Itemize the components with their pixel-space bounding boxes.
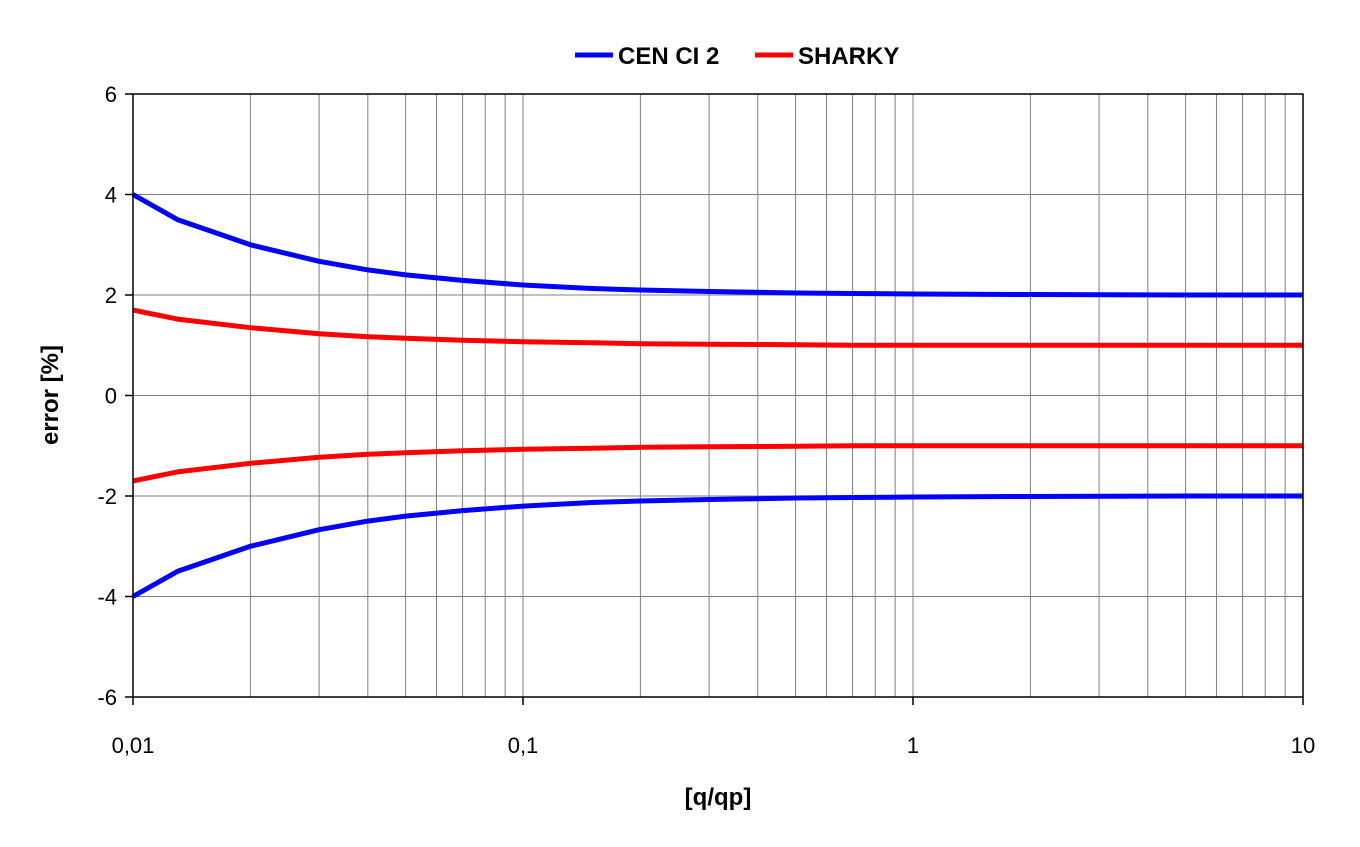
axis-layer: 6 4 2 0 -2 -4 -6 0,01 0,1 1 10: [97, 82, 1315, 758]
series-layer: [131, 192, 1303, 599]
y-tick-label: 0: [105, 384, 117, 409]
x-tick-label: 0,01: [112, 733, 155, 758]
y-tick-label: 4: [105, 183, 117, 208]
series-line-cen-ci-2-lower: [131, 493, 1303, 599]
y-axis-title: error [%]: [37, 345, 64, 445]
series-line-cen-ci-2-upper: [131, 192, 1303, 298]
x-tick-label: 0,1: [508, 733, 539, 758]
series-line-sharky-upper: [132, 307, 1303, 348]
grid-layer: [133, 94, 1303, 697]
y-tick-label: -4: [97, 585, 117, 610]
y-tick-label: 6: [105, 82, 117, 107]
legend-label-sharky: SHARKY: [798, 43, 899, 70]
y-tick-label: -6: [97, 685, 117, 710]
x-tick-label: 10: [1291, 733, 1315, 758]
x-tick-label: 1: [907, 733, 919, 758]
y-tick-label: -2: [97, 484, 117, 509]
x-axis-title: [q/qp]: [685, 784, 752, 811]
legend-label-cen-ci-2: CEN CI 2: [618, 43, 719, 70]
series-line-sharky-lower: [132, 443, 1303, 484]
legend: CEN CI 2 SHARKY: [575, 43, 899, 70]
y-tick-label: 2: [105, 283, 117, 308]
